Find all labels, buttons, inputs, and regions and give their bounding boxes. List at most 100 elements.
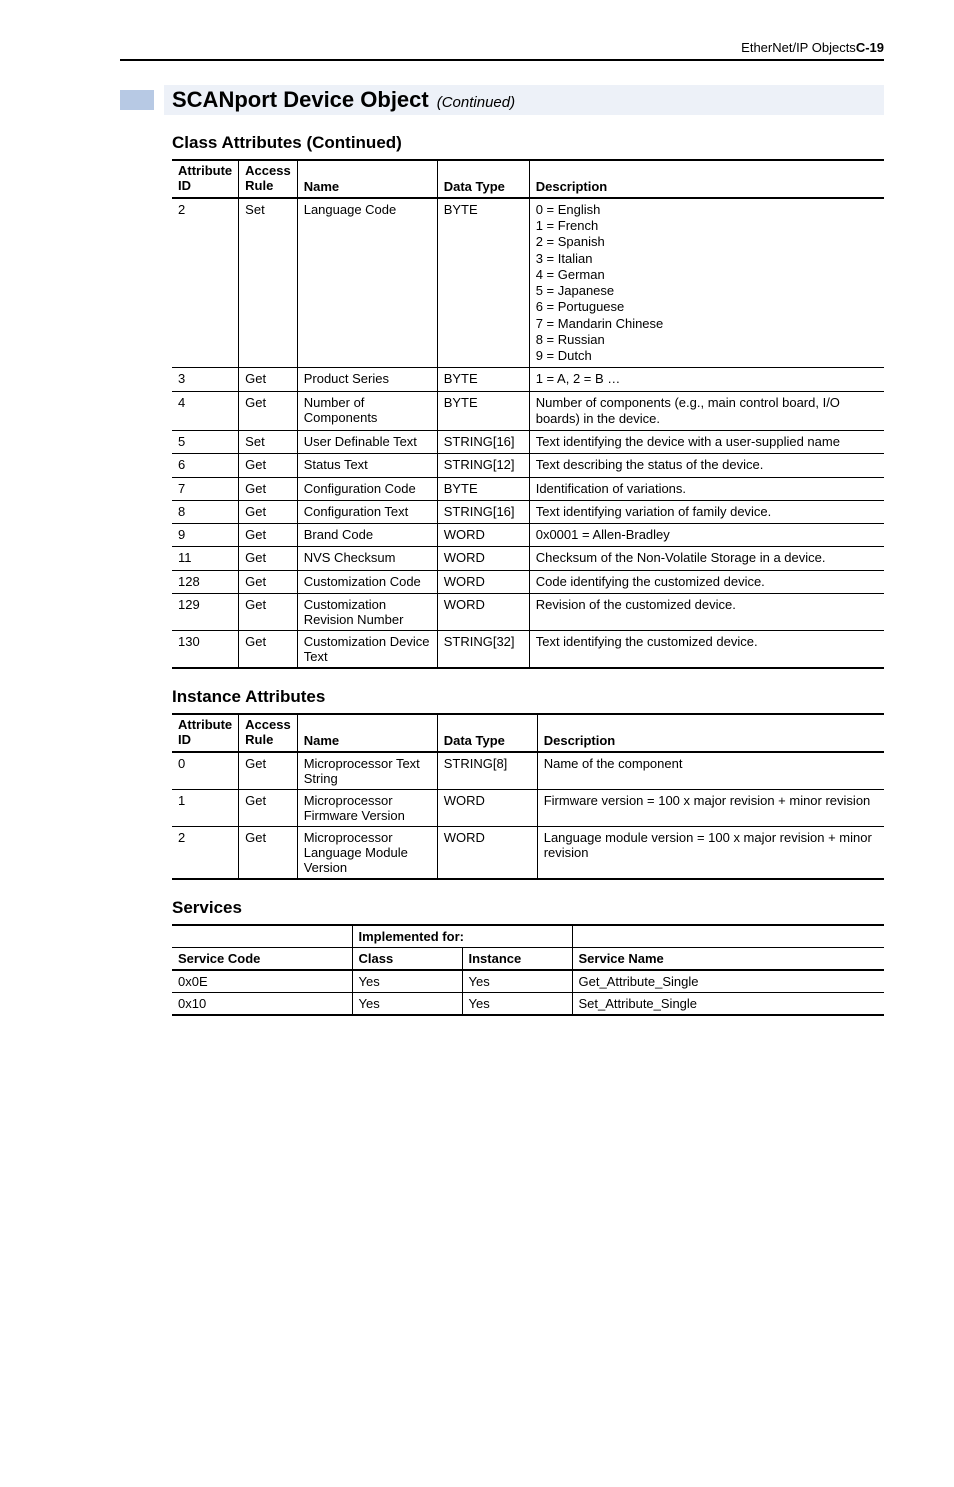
cell-type: WORD bbox=[437, 570, 529, 593]
cell-type: STRING[16] bbox=[437, 431, 529, 454]
table-row: 1GetMicroprocessor Firmware VersionWORDF… bbox=[172, 789, 884, 826]
cell-instance: Yes bbox=[462, 992, 572, 1015]
table-row: 5SetUser Definable TextSTRING[16]Text id… bbox=[172, 431, 884, 454]
table-row: 4GetNumber of ComponentsBYTENumber of co… bbox=[172, 391, 884, 431]
cell-type: BYTE bbox=[437, 391, 529, 431]
col-access-line2: Rule bbox=[245, 732, 273, 747]
cell-name: Product Series bbox=[297, 368, 437, 391]
section-tab bbox=[120, 90, 154, 110]
cell-type: BYTE bbox=[437, 477, 529, 500]
cell-description: Revision of the customized device. bbox=[529, 593, 884, 630]
cell-attr-id: 4 bbox=[172, 391, 239, 431]
col-access-line2: Rule bbox=[245, 178, 273, 193]
table-row: 7GetConfiguration CodeBYTEIdentification… bbox=[172, 477, 884, 500]
cell-description: Text identifying variation of family dev… bbox=[529, 500, 884, 523]
cell-access-rule: Get bbox=[239, 454, 298, 477]
cell-name: Status Text bbox=[297, 454, 437, 477]
cell-service-code: 0x10 bbox=[172, 992, 352, 1015]
cell-name: NVS Checksum bbox=[297, 547, 437, 570]
cell-name: Number of Components bbox=[297, 391, 437, 431]
cell-service-name: Get_Attribute_Single bbox=[572, 970, 884, 993]
col-description: Description bbox=[537, 714, 884, 752]
col-empty bbox=[172, 925, 352, 948]
table-row: 129GetCustomization Revision NumberWORDR… bbox=[172, 593, 884, 630]
cell-name: Microprocessor Firmware Version bbox=[297, 789, 437, 826]
cell-attr-id: 6 bbox=[172, 454, 239, 477]
col-access-rule: Access Rule bbox=[239, 160, 298, 198]
col-attribute-line1: Attribute bbox=[178, 163, 232, 178]
col-attribute-line2: ID bbox=[178, 178, 191, 193]
cell-access-rule: Set bbox=[239, 431, 298, 454]
col-service-code: Service Code bbox=[172, 947, 352, 970]
table-row: 11GetNVS ChecksumWORDChecksum of the Non… bbox=[172, 547, 884, 570]
cell-access-rule: Get bbox=[239, 547, 298, 570]
cell-access-rule: Get bbox=[239, 524, 298, 547]
services-table: Implemented for: Service Code Class Inst… bbox=[172, 924, 884, 1016]
cell-type: WORD bbox=[437, 547, 529, 570]
table-row: 2SetLanguage CodeBYTE0 = English1 = Fren… bbox=[172, 198, 884, 368]
cell-type: BYTE bbox=[437, 198, 529, 368]
cell-type: BYTE bbox=[437, 368, 529, 391]
cell-description: Firmware version = 100 x major revision … bbox=[537, 789, 884, 826]
cell-attr-id: 0 bbox=[172, 752, 239, 790]
cell-attr-id: 7 bbox=[172, 477, 239, 500]
table-row: 130GetCustomization Device TextSTRING[32… bbox=[172, 630, 884, 668]
cell-access-rule: Get bbox=[239, 593, 298, 630]
col-description: Description bbox=[529, 160, 884, 198]
col-empty2 bbox=[572, 925, 884, 948]
col-attribute-id: Attribute ID bbox=[172, 160, 239, 198]
col-attribute-line2: ID bbox=[178, 732, 191, 747]
instance-attributes-table: Attribute ID Access Rule Name Data Type … bbox=[172, 713, 884, 880]
cell-attr-id: 5 bbox=[172, 431, 239, 454]
cell-attr-id: 129 bbox=[172, 593, 239, 630]
col-data-type: Data Type bbox=[437, 714, 537, 752]
cell-attr-id: 11 bbox=[172, 547, 239, 570]
cell-service-name: Set_Attribute_Single bbox=[572, 992, 884, 1015]
section-continued: (Continued) bbox=[437, 94, 515, 111]
cell-description: Language module version = 100 x major re… bbox=[537, 826, 884, 879]
cell-access-rule: Get bbox=[239, 500, 298, 523]
cell-attr-id: 128 bbox=[172, 570, 239, 593]
cell-type: STRING[32] bbox=[437, 630, 529, 668]
cell-type: STRING[16] bbox=[437, 500, 529, 523]
cell-attr-id: 1 bbox=[172, 789, 239, 826]
section-title: SCANport Device Object bbox=[172, 87, 429, 113]
header-title: EtherNet/IP Objects bbox=[741, 40, 856, 55]
col-attribute-id: Attribute ID bbox=[172, 714, 239, 752]
page-header: EtherNet/IP Objects C-19 bbox=[120, 40, 884, 59]
cell-class: Yes bbox=[352, 970, 462, 993]
col-data-type: Data Type bbox=[437, 160, 529, 198]
cell-access-rule: Get bbox=[239, 752, 298, 790]
col-class: Class bbox=[352, 947, 462, 970]
cell-description: 0x0001 = Allen-Bradley bbox=[529, 524, 884, 547]
class-attributes-table: Attribute ID Access Rule Name Data Type … bbox=[172, 159, 884, 669]
cell-description: 1 = A, 2 = B … bbox=[529, 368, 884, 391]
cell-type: WORD bbox=[437, 826, 537, 879]
header-rule bbox=[120, 59, 884, 61]
table-row: 2GetMicroprocessor Language Module Versi… bbox=[172, 826, 884, 879]
col-access-line1: Access bbox=[245, 163, 291, 178]
cell-access-rule: Get bbox=[239, 368, 298, 391]
col-access-line1: Access bbox=[245, 717, 291, 732]
cell-description: Code identifying the customized device. bbox=[529, 570, 884, 593]
cell-name: Language Code bbox=[297, 198, 437, 368]
cell-name: Microprocessor Language Module Version bbox=[297, 826, 437, 879]
header-page-number: C-19 bbox=[856, 40, 884, 55]
cell-description: Text identifying the device with a user-… bbox=[529, 431, 884, 454]
cell-access-rule: Get bbox=[239, 826, 298, 879]
cell-instance: Yes bbox=[462, 970, 572, 993]
cell-name: Configuration Code bbox=[297, 477, 437, 500]
cell-access-rule: Get bbox=[239, 391, 298, 431]
col-service-name: Service Name bbox=[572, 947, 884, 970]
cell-name: Microprocessor Text String bbox=[297, 752, 437, 790]
cell-name: Configuration Text bbox=[297, 500, 437, 523]
cell-name: User Definable Text bbox=[297, 431, 437, 454]
cell-access-rule: Set bbox=[239, 198, 298, 368]
table-row: 3GetProduct SeriesBYTE1 = A, 2 = B … bbox=[172, 368, 884, 391]
cell-access-rule: Get bbox=[239, 630, 298, 668]
table-row: 0x10YesYesSet_Attribute_Single bbox=[172, 992, 884, 1015]
cell-attr-id: 3 bbox=[172, 368, 239, 391]
cell-name: Customization Device Text bbox=[297, 630, 437, 668]
cell-access-rule: Get bbox=[239, 789, 298, 826]
table-row: 0GetMicroprocessor Text StringSTRING[8]N… bbox=[172, 752, 884, 790]
